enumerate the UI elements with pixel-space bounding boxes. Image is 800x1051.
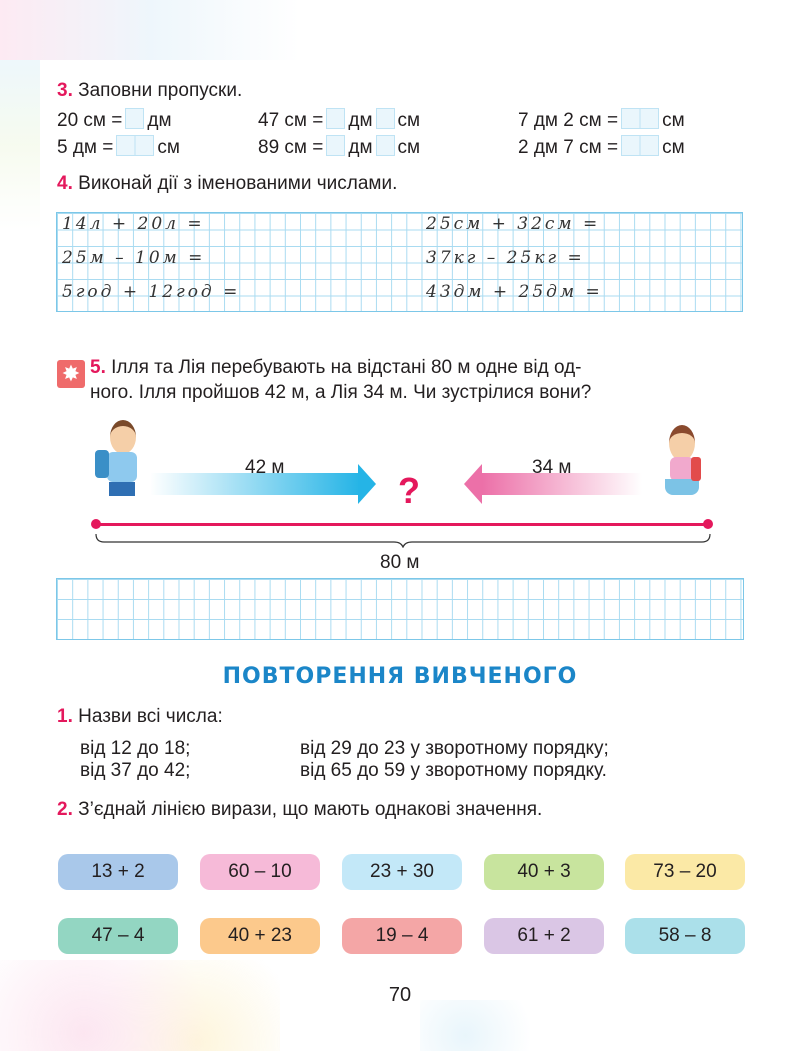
expression-card[interactable]: 23 + 30 [342,854,462,890]
line-endpoint [703,519,713,529]
star-icon: ✸ [57,360,85,388]
page-number: 70 [388,984,412,1006]
list-item: від 12 до 18; [80,738,191,759]
task3-heading: 3. Заповни пропуски. [57,80,243,101]
expression-card[interactable]: 40 + 23 [200,918,320,954]
decor-squares-left [0,60,40,230]
answer-box[interactable] [125,108,145,129]
expression-card[interactable]: 73 – 20 [625,854,745,890]
task3-row1-c: 7 дм 2 см = см [518,108,685,131]
right-distance-label: 34 м [532,457,572,478]
answer-box[interactable] [375,135,395,156]
expression-card[interactable]: 13 + 2 [58,854,178,890]
expression-card[interactable]: 60 – 10 [200,854,320,890]
expression: 25см + 32см = [426,214,601,234]
list-item: від 65 до 59 у зворотному порядку. [300,760,607,781]
blue-arrow [150,473,360,495]
girl-illustration [655,425,705,520]
decor-squares [0,0,300,60]
expression-card[interactable]: 40 + 3 [484,854,604,890]
rep2-heading: 2. З’єднай лінією вирази, що мають однак… [57,799,543,820]
section-title: ПОВТОРЕННЯ ВИВЧЕНОГО [222,664,578,689]
pink-arrow [482,473,642,495]
brace [95,533,711,548]
expression: 14л + 20л = [62,214,205,234]
expression: 5год + 12год = [62,282,241,302]
pink-arrowhead [464,464,482,504]
answer-box[interactable] [375,108,395,129]
distance-line [96,523,708,526]
task3-row1-b: 47 см = дм см [258,108,421,131]
task5-text-2: ного. Ілля пройшов 42 м, а Лія 34 м. Чи … [90,382,592,403]
expression: 37кг – 25кг = [426,248,585,268]
expression: 43дм + 25дм = [426,282,603,302]
total-distance-label: 80 м [380,552,420,573]
question-mark: ? [398,470,420,511]
decor-bubbles [0,960,280,1051]
rep1-heading: 1. Назви всі числа: [57,706,223,727]
expression-card[interactable]: 58 – 8 [625,918,745,954]
task3-row1: 20 см = дм [57,108,172,131]
list-item: від 29 до 23 у зворотному порядку; [300,738,609,759]
answer-box[interactable] [326,135,346,156]
expression-card[interactable]: 61 + 2 [484,918,604,954]
task3-row2-c: 2 дм 7 см = см [518,135,685,158]
decor-bubbles-right [420,1000,570,1051]
answer-box[interactable] [326,108,346,129]
list-item: від 37 до 42; [80,760,191,781]
task5-grid[interactable] [56,578,744,640]
line-endpoint [91,519,101,529]
left-distance-label: 42 м [245,457,285,478]
expression: 25м – 10м = [62,248,206,268]
task3-row2: 5 дм = см [57,135,180,158]
answer-box[interactable] [621,108,660,129]
expression-card[interactable]: 47 – 4 [58,918,178,954]
expression-card[interactable]: 19 – 4 [342,918,462,954]
blue-arrowhead [358,464,376,504]
task4-heading: 4. Виконай дії з іменованими числами. [57,173,398,194]
task5-text: 5. Ілля та Лія перебувають на відстані 8… [90,357,582,378]
task3-row2-b: 89 см = дм см [258,135,421,158]
answer-box[interactable] [621,135,660,156]
task4-grid[interactable] [56,212,743,312]
boy-illustration [95,420,150,520]
answer-box[interactable] [116,135,155,156]
